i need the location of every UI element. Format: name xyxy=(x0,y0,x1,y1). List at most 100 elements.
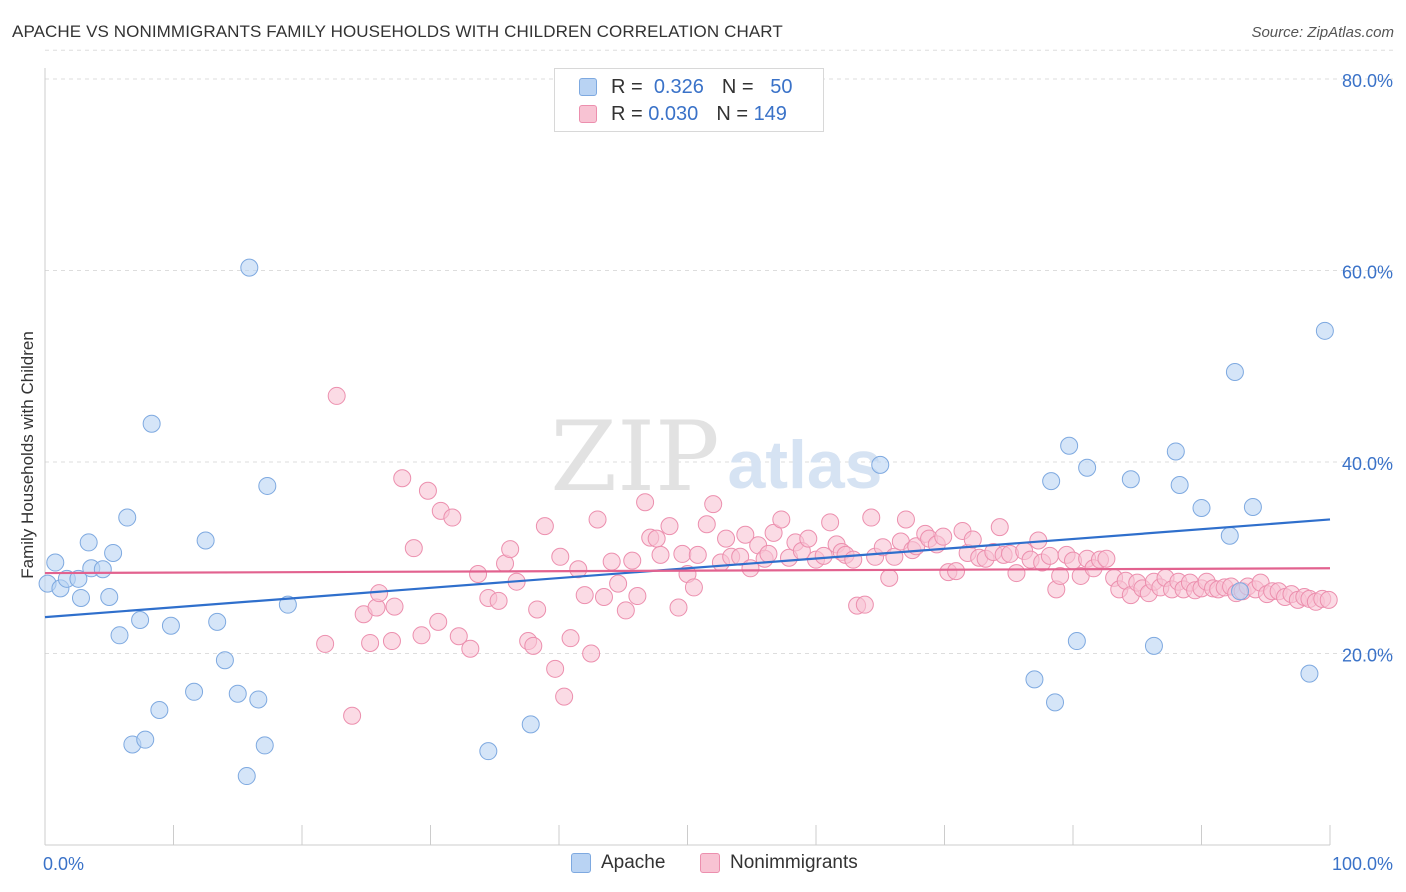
point-nonimmigrants-12 xyxy=(418,481,437,500)
legend-row-nonimmigrants: R = 0.030 N = 149 xyxy=(579,102,787,126)
point-apache-48 xyxy=(1300,664,1319,683)
point-apache-46 xyxy=(1231,582,1250,601)
legend-apache-r-value: 0.326 xyxy=(653,75,704,98)
point-apache-15 xyxy=(136,730,155,749)
point-apache-40 xyxy=(1144,636,1163,655)
point-apache-42 xyxy=(1170,475,1189,494)
point-nonimmigrants-78 xyxy=(862,508,881,527)
trend-line-apache xyxy=(44,518,1331,619)
point-apache-38 xyxy=(1078,458,1097,477)
point-nonimmigrants-33 xyxy=(575,586,594,605)
point-nonimmigrants-17 xyxy=(461,639,480,658)
tick-labels: 20.0% 40.0% 60.0% 80.0% 0.0% 100.0% xyxy=(43,71,1393,874)
point-nonimmigrants-2 xyxy=(343,706,362,725)
point-nonimmigrants-10 xyxy=(404,539,423,558)
legend-nonimmigrants-n-label: N = xyxy=(716,102,748,125)
y-tick-label-60: 60.0% xyxy=(1342,263,1393,283)
point-nonimmigrants-48 xyxy=(673,544,692,563)
point-nonimmigrants-29 xyxy=(551,547,570,566)
point-nonimmigrants-50 xyxy=(684,578,703,597)
point-nonimmigrants-62 xyxy=(759,544,778,563)
point-nonimmigrants-46 xyxy=(660,517,679,536)
legend-swatch-nonimmigrants xyxy=(579,105,597,123)
y-tick-label-40: 40.0% xyxy=(1342,454,1393,474)
legend-apache-n-value: 50 xyxy=(770,75,793,98)
point-nonimmigrants-41 xyxy=(628,587,647,606)
point-apache-30 xyxy=(479,742,498,761)
bottom-legend-apache[interactable]: Apache xyxy=(571,852,665,874)
point-apache-44 xyxy=(1220,526,1239,545)
point-apache-17 xyxy=(150,700,169,719)
point-nonimmigrants-11 xyxy=(412,626,431,645)
point-apache-8 xyxy=(93,560,112,579)
point-nonimmigrants-36 xyxy=(594,588,613,607)
chart-title: APACHE VS NONIMMIGRANTS FAMILY HOUSEHOLD… xyxy=(12,22,783,41)
point-nonimmigrants-45 xyxy=(651,545,670,564)
point-apache-26 xyxy=(249,690,268,709)
point-nonimmigrants-20 xyxy=(489,591,508,610)
point-nonimmigrants-40 xyxy=(623,551,642,570)
legend-apache-n-label: N = xyxy=(721,75,754,98)
point-apache-22 xyxy=(215,651,234,670)
point-nonimmigrants-92 xyxy=(947,562,966,581)
point-nonimmigrants-71 xyxy=(821,513,840,532)
point-nonimmigrants-51 xyxy=(688,545,707,564)
point-nonimmigrants-82 xyxy=(885,547,904,566)
point-apache-4 xyxy=(69,569,88,588)
point-nonimmigrants-16 xyxy=(449,627,468,646)
point-nonimmigrants-4 xyxy=(361,633,380,652)
legend-row-apache: R = 0.326 N = 50 xyxy=(579,75,792,99)
point-nonimmigrants-90 xyxy=(934,527,953,546)
point-apache-33 xyxy=(1025,670,1044,689)
point-apache-49 xyxy=(1315,321,1334,340)
point-nonimmigrants-26 xyxy=(528,600,547,619)
axes xyxy=(44,68,1331,846)
point-nonimmigrants-37 xyxy=(602,552,621,571)
legend-swatch-apache xyxy=(579,78,597,96)
point-nonimmigrants-39 xyxy=(616,601,635,620)
point-apache-10 xyxy=(104,543,123,562)
watermark: ZIP atlas xyxy=(550,401,882,513)
point-apache-18 xyxy=(161,616,180,635)
point-nonimmigrants-32 xyxy=(569,560,588,579)
point-apache-27 xyxy=(255,736,274,755)
correlation-legend: R = 0.326 N = 50 R = 0.030 N = 149 xyxy=(554,68,824,132)
point-apache-20 xyxy=(196,531,215,550)
point-nonimmigrants-84 xyxy=(896,510,915,529)
bottom-legend-swatch-nonimmigrants xyxy=(700,853,720,873)
x-tick-label-100: 100.0% xyxy=(1332,854,1393,874)
series-apache xyxy=(38,258,1334,786)
point-nonimmigrants-44 xyxy=(647,529,666,548)
bottom-legend-label-apache: Apache xyxy=(601,852,666,873)
point-apache-23 xyxy=(228,684,247,703)
point-nonimmigrants-18 xyxy=(469,565,488,584)
point-nonimmigrants-27 xyxy=(535,517,554,536)
watermark-zip: ZIP xyxy=(550,401,719,513)
point-nonimmigrants-7 xyxy=(382,632,401,651)
bottom-legend-label-nonimmigrants: Nonimmigrants xyxy=(730,852,858,873)
point-nonimmigrants-80 xyxy=(873,538,892,557)
point-nonimmigrants-102 xyxy=(1007,564,1026,583)
point-apache-11 xyxy=(110,626,129,645)
point-nonimmigrants-31 xyxy=(561,629,580,648)
point-nonimmigrants-55 xyxy=(717,529,736,548)
point-apache-45 xyxy=(1225,362,1244,381)
point-apache-29 xyxy=(278,595,297,614)
point-nonimmigrants-116 xyxy=(1097,549,1116,568)
point-nonimmigrants-9 xyxy=(393,469,412,488)
bottom-legend-nonimmigrants[interactable]: Nonimmigrants xyxy=(700,852,858,874)
point-apache-9 xyxy=(100,588,119,607)
point-nonimmigrants-38 xyxy=(609,574,628,593)
point-apache-47 xyxy=(1243,498,1262,517)
point-apache-24 xyxy=(237,767,256,786)
point-nonimmigrants-58 xyxy=(736,525,755,544)
y-tick-label-80: 80.0% xyxy=(1342,71,1393,91)
point-nonimmigrants-81 xyxy=(880,568,899,587)
point-apache-19 xyxy=(185,682,204,701)
point-nonimmigrants-153 xyxy=(1319,590,1338,609)
point-nonimmigrants-109 xyxy=(1051,566,1070,585)
point-nonimmigrants-77 xyxy=(855,595,874,614)
x-tick-label-0: 0.0% xyxy=(43,854,84,874)
point-nonimmigrants-68 xyxy=(799,529,818,548)
